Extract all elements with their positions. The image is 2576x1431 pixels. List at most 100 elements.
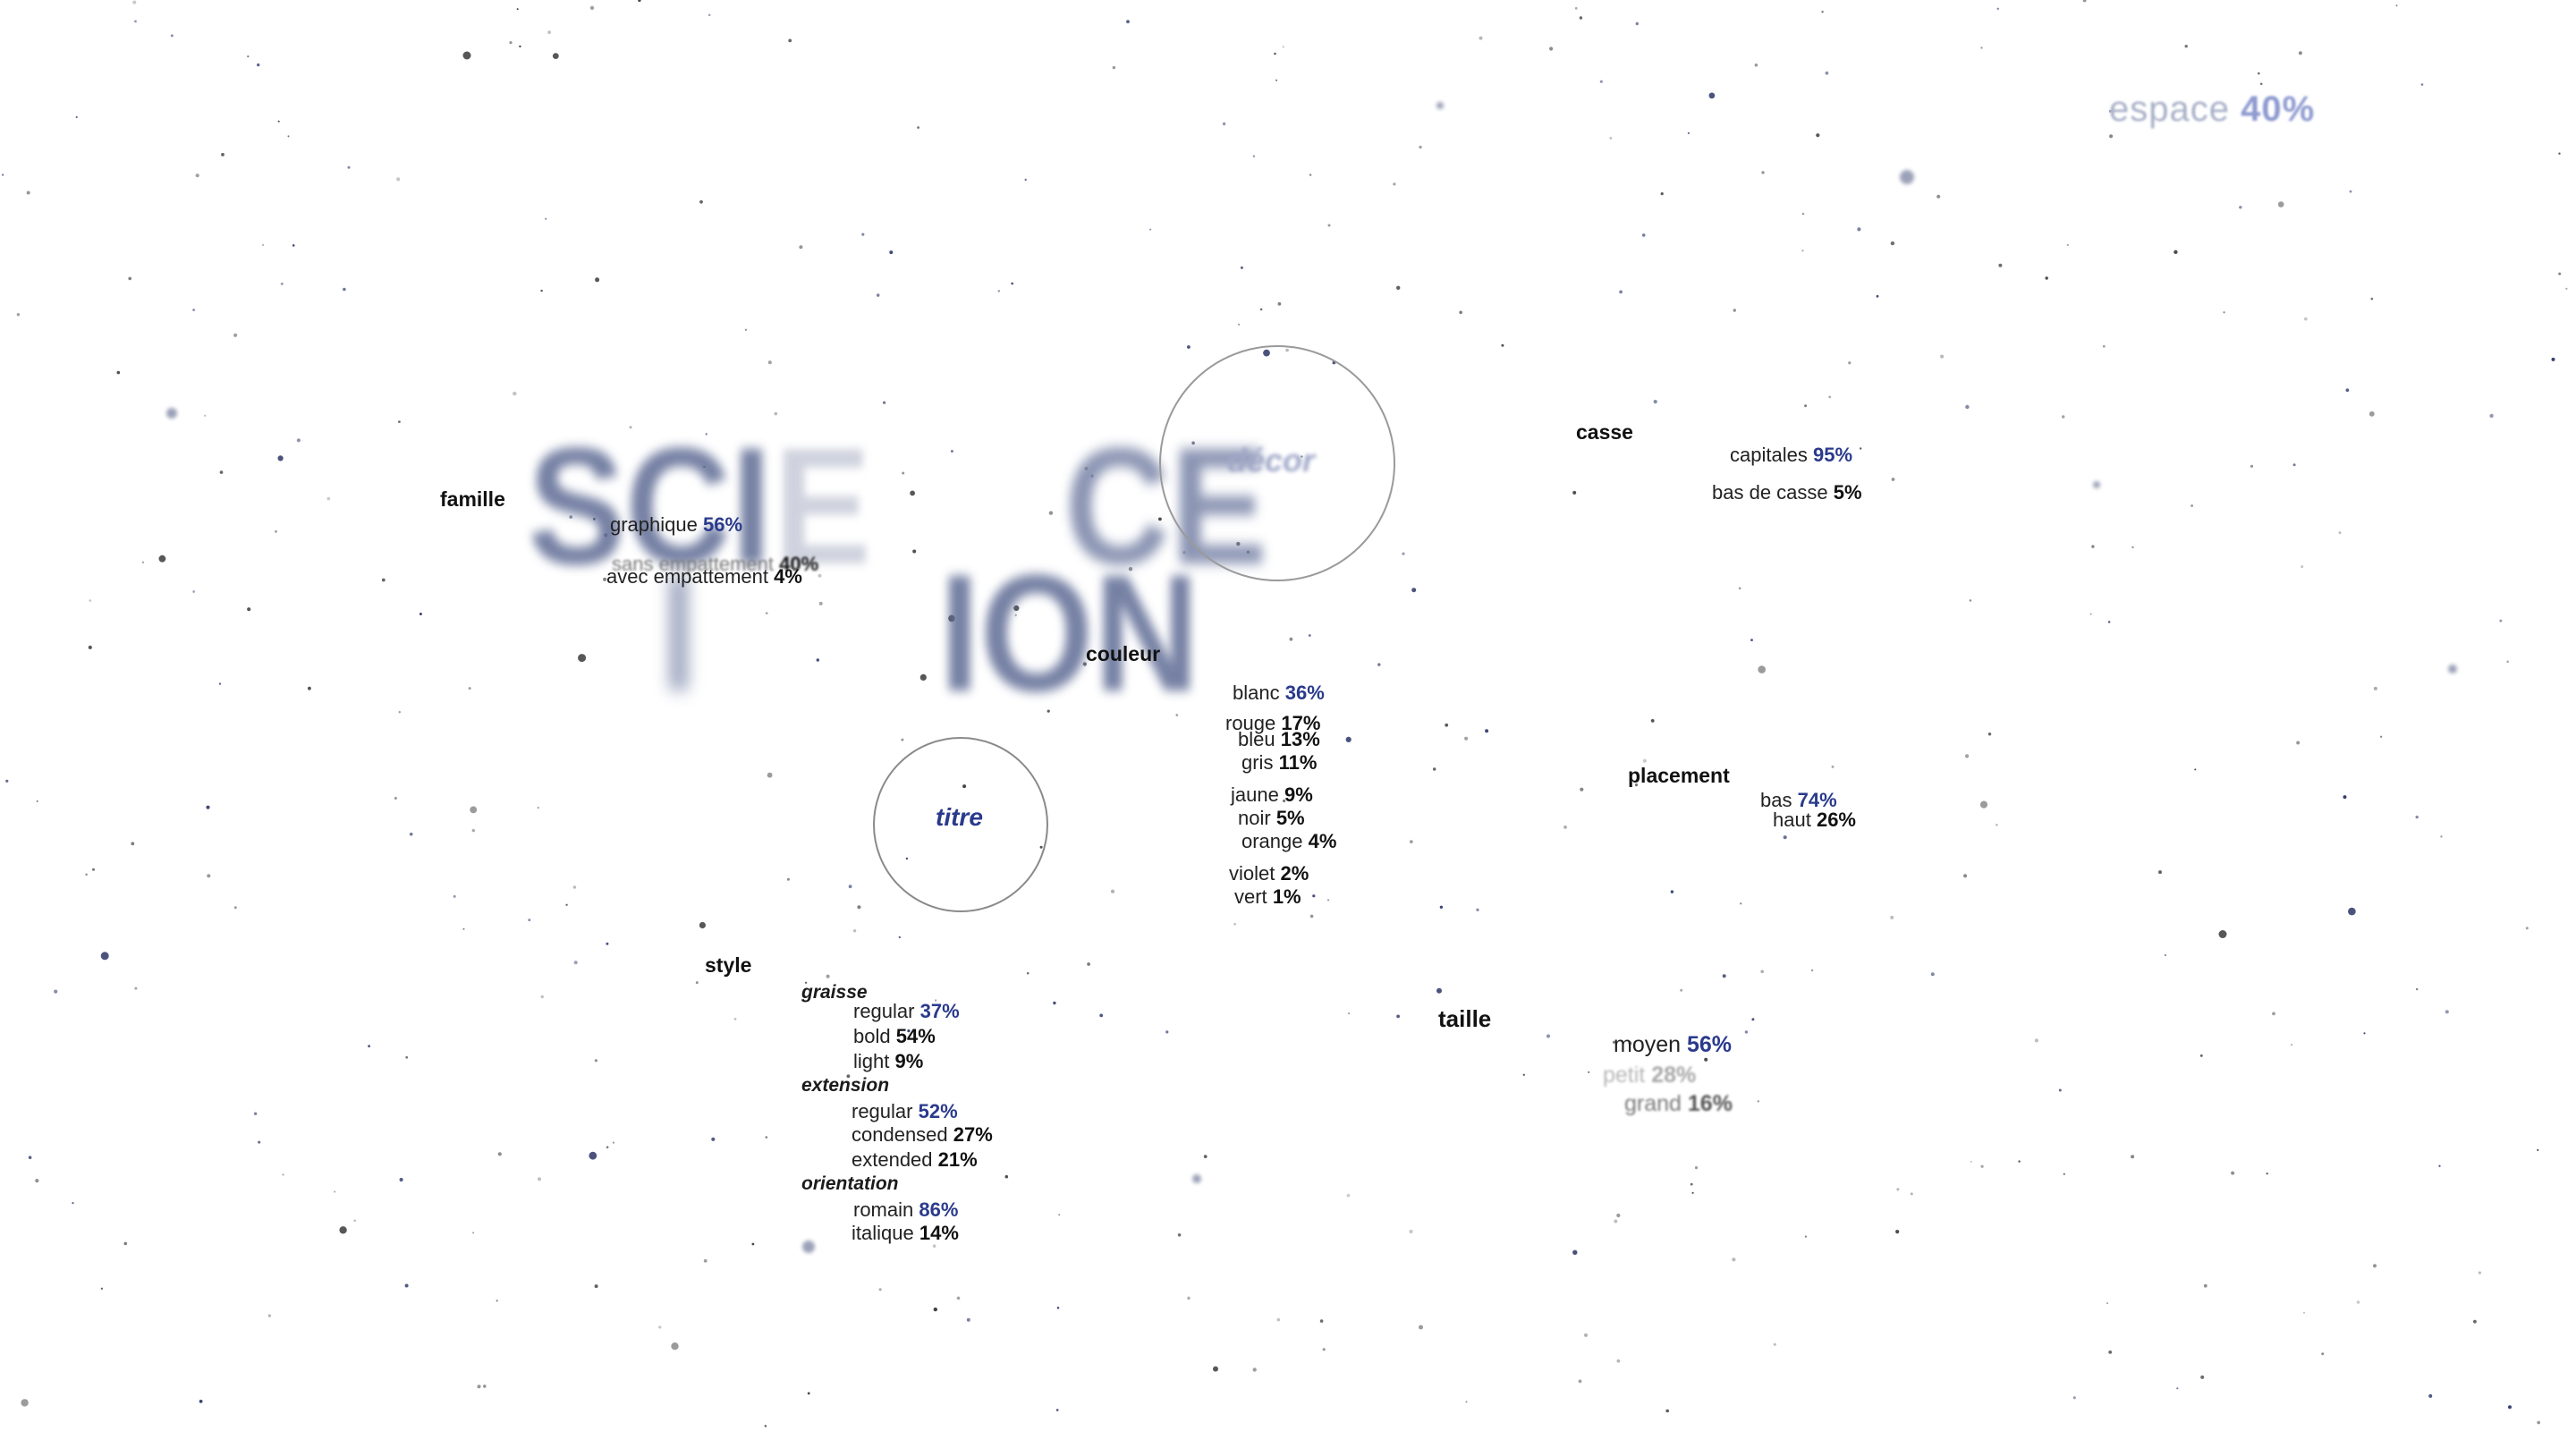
item-label: graphique (610, 513, 698, 536)
graisse-subheading: graisse (801, 982, 868, 1003)
decor-circle[interactable] (1159, 345, 1395, 581)
star-dot (1522, 1073, 1526, 1077)
star-dot (85, 873, 88, 876)
star-dot (404, 1283, 409, 1288)
star-dot (287, 135, 290, 138)
star-dot (2303, 1311, 2305, 1314)
star-dot (1058, 1214, 1061, 1216)
star-dot (1402, 552, 1405, 555)
star-dot (2106, 1302, 2108, 1305)
star-dot (901, 738, 904, 741)
star-dot (199, 1400, 203, 1403)
star-dot (751, 1242, 755, 1246)
star-dot (36, 800, 38, 802)
star-dot (2565, 287, 2568, 290)
star-dot (1090, 474, 1094, 478)
couleur-heading: couleur (1086, 642, 1161, 665)
blurred-letters-e: E (774, 414, 872, 599)
star-dot (578, 654, 587, 663)
star-dot (218, 682, 222, 685)
star-dot (569, 515, 572, 519)
star-dot (2107, 621, 2111, 623)
star-dot (1896, 1188, 1900, 1191)
item-label: condensed (852, 1123, 948, 1146)
star-dot (658, 1325, 662, 1329)
star-dot (1963, 874, 1968, 878)
star-dot (603, 577, 607, 581)
star-dot (2091, 545, 2095, 548)
star-dot (606, 1146, 609, 1148)
star-dot (1213, 1366, 1218, 1372)
item-pct: 13% (1280, 728, 1320, 750)
star-dot (956, 1296, 961, 1300)
star-dot (1634, 783, 1639, 787)
star-dot (708, 13, 711, 17)
star-dot (1751, 1018, 1755, 1021)
star-dot (275, 529, 277, 533)
star-dot (594, 1284, 598, 1289)
star-dot (1895, 1230, 1900, 1234)
star-dot (1936, 194, 1941, 199)
star-dot (1175, 714, 1179, 716)
star-dot (2428, 1393, 2433, 1398)
item-pct: 56% (703, 513, 743, 536)
star-dot (158, 555, 166, 563)
star-dot (2489, 413, 2494, 419)
star-dot (852, 929, 857, 933)
star-dot (170, 34, 174, 38)
star-dot (292, 244, 295, 247)
star-dot (1704, 1057, 1708, 1062)
star-dot (2190, 504, 2194, 507)
star-dot (92, 868, 95, 871)
star-dot (1309, 174, 1312, 176)
star-dot (703, 1258, 708, 1263)
star-dot (1804, 1235, 1807, 1238)
item-pct: 56% (1687, 1032, 1733, 1057)
star-dot (2558, 152, 2561, 155)
star-dot (910, 490, 915, 496)
star-dot (2062, 415, 2065, 419)
star-dot (604, 533, 608, 538)
item-label: orange (1241, 830, 1303, 852)
item-label: regular (853, 1000, 915, 1022)
star-dot (799, 245, 803, 250)
star-dot (247, 55, 250, 58)
star-dot (419, 613, 422, 615)
item-label: sans empattement (612, 553, 774, 575)
star-dot (2370, 297, 2374, 301)
star-dot (2089, 613, 2092, 615)
star-dot (2303, 317, 2308, 321)
star-dot (917, 126, 919, 129)
couleur-item: rouge 17% (1225, 712, 1320, 735)
couleur-item: blanc 36% (1233, 682, 1325, 705)
star-dot (1970, 1160, 1972, 1163)
item-label: capitales (1730, 444, 1808, 466)
star-glow (1900, 170, 1914, 184)
star-dot (594, 1059, 598, 1063)
star-dot (2272, 1012, 2275, 1016)
star-dot (516, 8, 519, 11)
star-dot (764, 1425, 767, 1427)
star-dot (818, 573, 822, 578)
titre-circle[interactable] (873, 737, 1048, 912)
star-dot (496, 1300, 498, 1302)
star-dot (2266, 1173, 2268, 1175)
star-dot (462, 51, 471, 60)
item-pct: 9% (894, 1050, 924, 1072)
star-dot (2349, 190, 2352, 193)
item-label: gris (1241, 751, 1274, 774)
star-dot (1965, 754, 1970, 758)
star-dot (589, 1151, 597, 1160)
star-dot (2373, 686, 2377, 690)
star-dot (221, 153, 225, 157)
couleur-item: jaune 9% (1231, 783, 1313, 807)
star-dot (1177, 1233, 1182, 1237)
star-dot (1, 174, 4, 176)
star-dot (192, 590, 196, 593)
star-dot (848, 885, 852, 889)
star-dot (1783, 835, 1787, 840)
star-dot (134, 20, 137, 23)
item-label: grand (1624, 1091, 1682, 1116)
star-dot (1240, 266, 1243, 269)
star-dot (2223, 311, 2225, 314)
